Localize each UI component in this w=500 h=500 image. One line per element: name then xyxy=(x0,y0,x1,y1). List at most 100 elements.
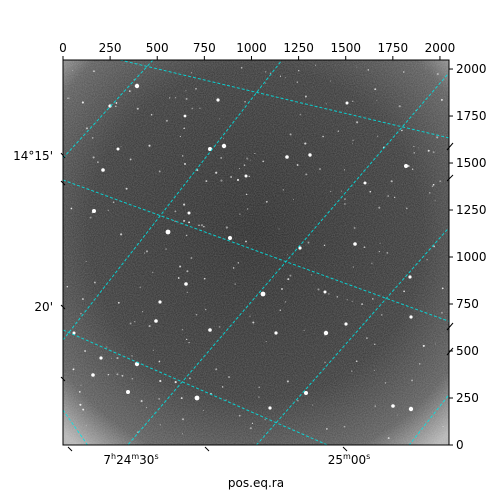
star xyxy=(205,180,208,183)
star xyxy=(158,170,161,173)
star xyxy=(439,180,442,183)
axes-frame xyxy=(62,59,450,446)
star xyxy=(264,71,267,73)
right-tick-label: 1000 xyxy=(456,250,487,264)
star xyxy=(265,200,268,203)
star xyxy=(248,175,250,178)
star xyxy=(265,82,267,84)
star xyxy=(278,228,280,230)
star xyxy=(434,343,436,345)
star xyxy=(106,346,108,348)
star xyxy=(419,363,421,365)
star xyxy=(182,433,183,435)
star xyxy=(401,129,403,132)
star xyxy=(285,77,286,79)
star xyxy=(188,221,191,224)
star xyxy=(152,349,154,351)
star xyxy=(379,242,381,244)
star xyxy=(369,190,372,193)
star xyxy=(299,113,302,116)
star xyxy=(249,427,252,430)
star xyxy=(356,121,359,124)
star xyxy=(405,207,408,210)
star xyxy=(343,425,346,428)
star xyxy=(184,282,188,286)
star xyxy=(117,301,120,304)
star xyxy=(373,369,375,371)
ra-tick-label-7h24m30s: 7h24m30s xyxy=(103,452,158,467)
star xyxy=(140,400,143,403)
star xyxy=(222,137,224,139)
wcs-tick xyxy=(342,446,348,452)
star xyxy=(356,66,358,68)
star xyxy=(80,384,82,386)
star xyxy=(183,219,186,222)
star xyxy=(297,69,300,72)
ra-seconds-2: 00 xyxy=(351,453,366,467)
star xyxy=(324,361,326,363)
star xyxy=(150,114,153,116)
star xyxy=(298,246,302,250)
star xyxy=(169,97,171,99)
star xyxy=(79,403,82,406)
wcs-tick xyxy=(446,347,454,356)
star xyxy=(186,270,189,273)
star xyxy=(246,208,249,210)
star xyxy=(225,226,228,229)
star xyxy=(116,357,119,360)
star xyxy=(148,325,151,328)
star xyxy=(403,71,405,73)
star xyxy=(252,321,255,324)
star xyxy=(134,321,136,323)
star xyxy=(183,162,187,166)
star xyxy=(72,331,76,335)
star xyxy=(92,156,95,159)
sky-noise xyxy=(63,60,449,445)
star xyxy=(351,370,353,372)
star xyxy=(78,391,81,393)
star xyxy=(246,157,249,160)
star xyxy=(434,200,436,202)
star xyxy=(240,67,243,69)
star xyxy=(279,75,282,77)
star xyxy=(126,390,130,394)
star xyxy=(353,226,356,230)
top-tick-label: 250 xyxy=(99,41,122,55)
star xyxy=(262,160,265,163)
star xyxy=(143,252,146,254)
star xyxy=(218,118,221,120)
star xyxy=(311,274,312,276)
star xyxy=(239,213,241,215)
star xyxy=(265,341,267,343)
star xyxy=(264,418,266,421)
dec-tick-label-20: 20' xyxy=(34,300,53,314)
star xyxy=(110,357,112,359)
star xyxy=(323,290,327,294)
star xyxy=(336,296,339,298)
star xyxy=(174,210,177,213)
star xyxy=(346,299,348,301)
wcs-tick xyxy=(60,376,66,382)
star xyxy=(129,158,132,161)
star xyxy=(287,254,289,256)
star xyxy=(120,233,123,236)
star xyxy=(409,315,413,319)
star xyxy=(125,187,128,190)
star xyxy=(215,171,218,174)
star xyxy=(92,70,95,73)
dec-tick-label-1415: 14°15' xyxy=(13,149,53,163)
star xyxy=(250,159,252,161)
wcs-tick xyxy=(60,304,66,310)
star xyxy=(158,360,161,363)
star xyxy=(185,97,188,100)
star xyxy=(260,291,266,297)
star xyxy=(372,298,374,300)
star xyxy=(425,67,426,69)
star xyxy=(380,313,383,316)
star xyxy=(129,322,132,325)
ra-minutes-unit: m xyxy=(131,452,139,461)
star xyxy=(386,252,389,254)
star xyxy=(394,196,396,199)
star xyxy=(244,174,248,178)
star xyxy=(228,236,232,240)
